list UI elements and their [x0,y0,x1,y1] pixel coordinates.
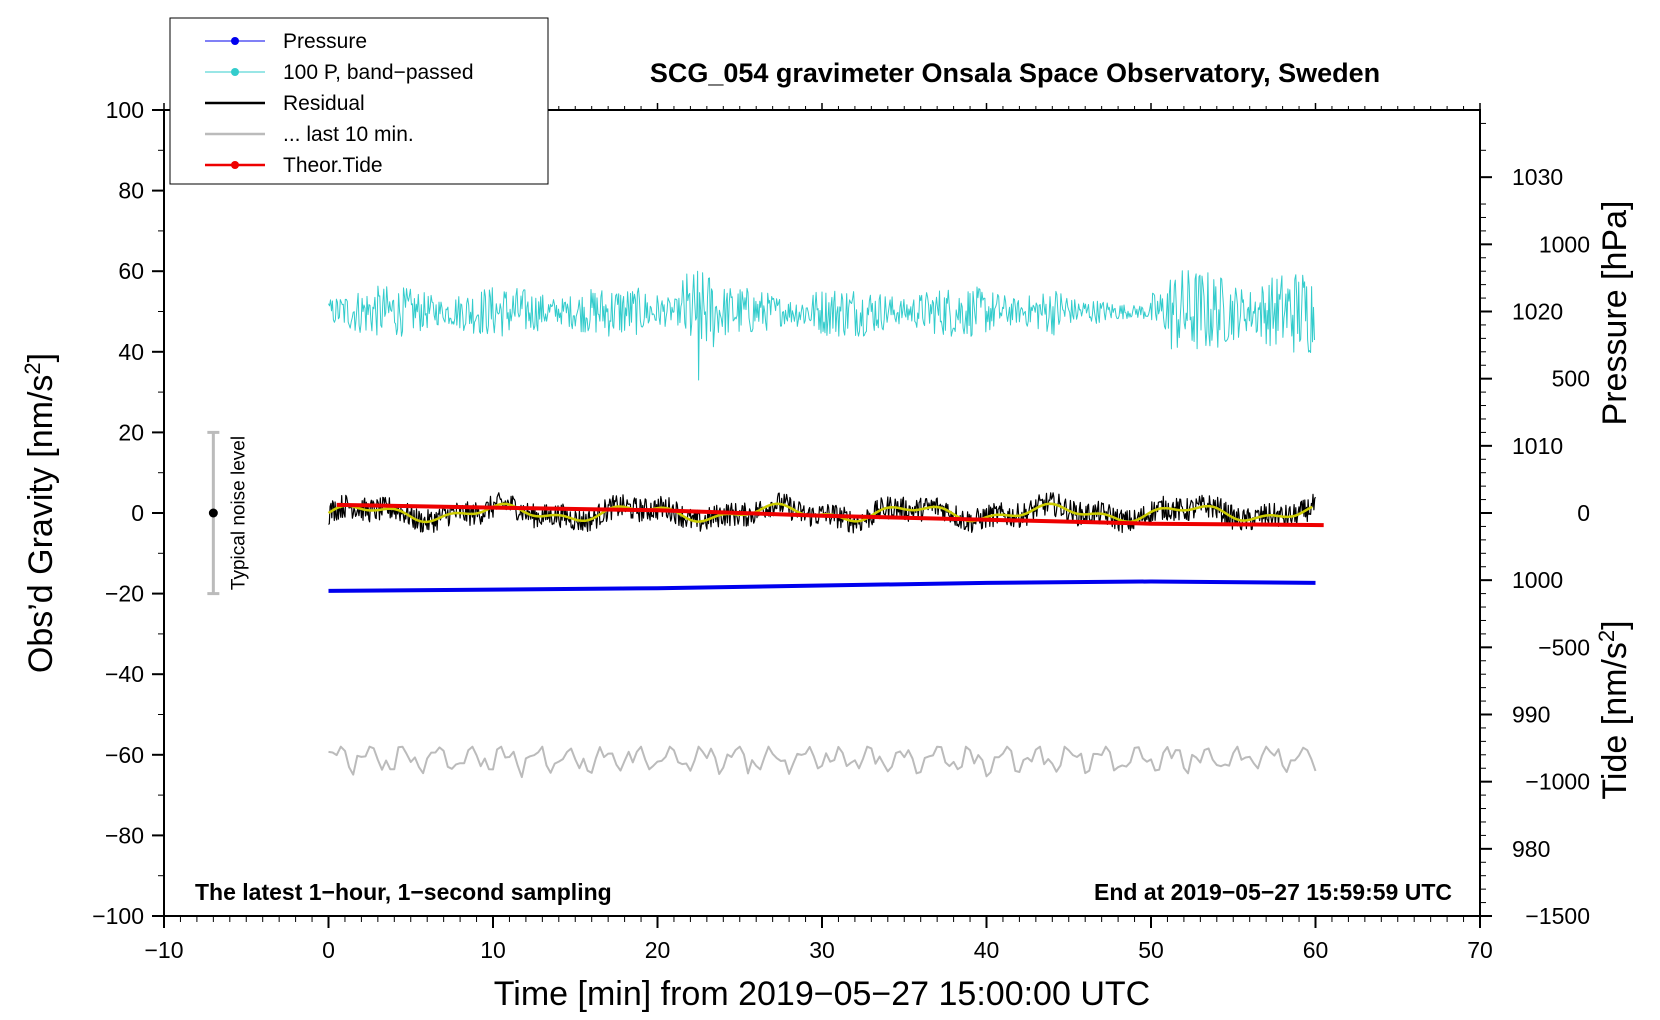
legend-label: Residual [283,92,365,115]
y-tick-label: 20 [118,419,144,445]
y-axis-ticks: −100 −80 −60 −40 −20 0 20 40 60 80 100 [92,97,164,929]
pressure-tick-label: 1020 [1512,299,1563,325]
x-tick-label: 10 [480,937,506,963]
chart-title: SCG_054 gravimeter Onsala Space Observat… [650,58,1380,88]
tide-tick-label: −1500 [1525,903,1590,929]
y-tick-label: 80 [118,178,144,204]
legend-label: Pressure [283,30,367,53]
legend-box [169,17,549,185]
legend-swatch-marker [231,37,239,45]
legend-entry: 100 P, band−passed [205,61,474,84]
x-tick-label: 20 [645,937,671,963]
legend-entry: Residual [205,92,365,115]
noise-label: Typical noise level [228,436,249,590]
x-tick-label: 60 [1303,937,1329,963]
tide-tick-label: 0 [1577,500,1590,526]
legend: Pressure 100 P, band−passed Residual ... la… [169,17,549,185]
x-tick-label: 50 [1138,937,1164,963]
annotation-end-time: End at 2019−05−27 15:59:59 UTC [1094,879,1452,905]
series-layer [327,270,1324,779]
y-tick-label: 40 [118,339,144,365]
tide-tick-label: 1000 [1539,231,1590,257]
tide-tick-label: −1000 [1525,769,1590,795]
x-tick-label: 30 [809,937,835,963]
pressure-axis-ticks: 980 990 1000 1010 1020 1030 [1480,122,1563,904]
pressure-tick-label: 980 [1512,836,1550,862]
noise-center-dot [208,508,218,518]
y-tick-label: −100 [92,903,144,929]
legend-entry: Pressure [205,30,367,53]
y-tick-label: −60 [105,742,144,768]
tide-tick-label: 500 [1552,366,1590,392]
legend-swatch-marker [231,161,239,169]
legend-label: ... last 10 min. [283,123,414,146]
pressure-tick-label: 1030 [1512,164,1563,190]
legend-swatch-marker [231,68,239,76]
pressure-tick-label: 1010 [1512,433,1563,459]
y-tick-label: 60 [118,258,144,284]
x-tick-label: 70 [1467,937,1493,963]
y-tick-label: 0 [131,500,144,526]
tide-tick-label: −500 [1538,634,1590,660]
y-axis-title-pressure: Pressure [hPa] [1596,201,1634,426]
x-tick-label: 40 [974,937,1000,963]
y-tick-label: −40 [105,661,144,687]
legend-label: Theor.Tide [283,154,383,177]
last-10-min-line [328,745,1317,779]
legend-entry: ... last 10 min. [205,123,414,146]
x-axis-title: Time [min] from 2019−05−27 15:00:00 UTC [494,975,1150,1013]
annotation-sampling: The latest 1−hour, 1−second sampling [195,879,612,905]
y-tick-label: −20 [105,581,144,607]
theoretical-tide-line [336,502,1324,528]
legend-label: 100 P, band−passed [283,61,474,84]
y-axis-title-left: Obs’d Gravity [nm/s2] [20,353,61,673]
legend-entries: Pressure 100 P, band−passed Residual ... la… [205,30,474,177]
band-passed-pressure-line [328,270,1315,381]
y-axis-title-tide: Tide [nm/s2] [1594,620,1635,799]
y-tick-label: −80 [105,822,144,848]
pressure-tick-label: 1000 [1512,567,1563,593]
legend-entry: Theor.Tide [205,154,383,177]
y-tick-label: 100 [106,97,144,123]
x-tick-label: 0 [322,937,335,963]
x-tick-label: −10 [144,937,183,963]
noise-level-indicator: Typical noise level [207,430,249,596]
x-axis-ticks: −10 0 10 20 30 40 50 60 70 [144,103,1493,963]
pressure-line [328,579,1316,593]
pressure-tick-label: 990 [1512,702,1550,728]
tide-axis-ticks: −1500 −1000 −500 0 500 1000 [1480,216,1590,929]
